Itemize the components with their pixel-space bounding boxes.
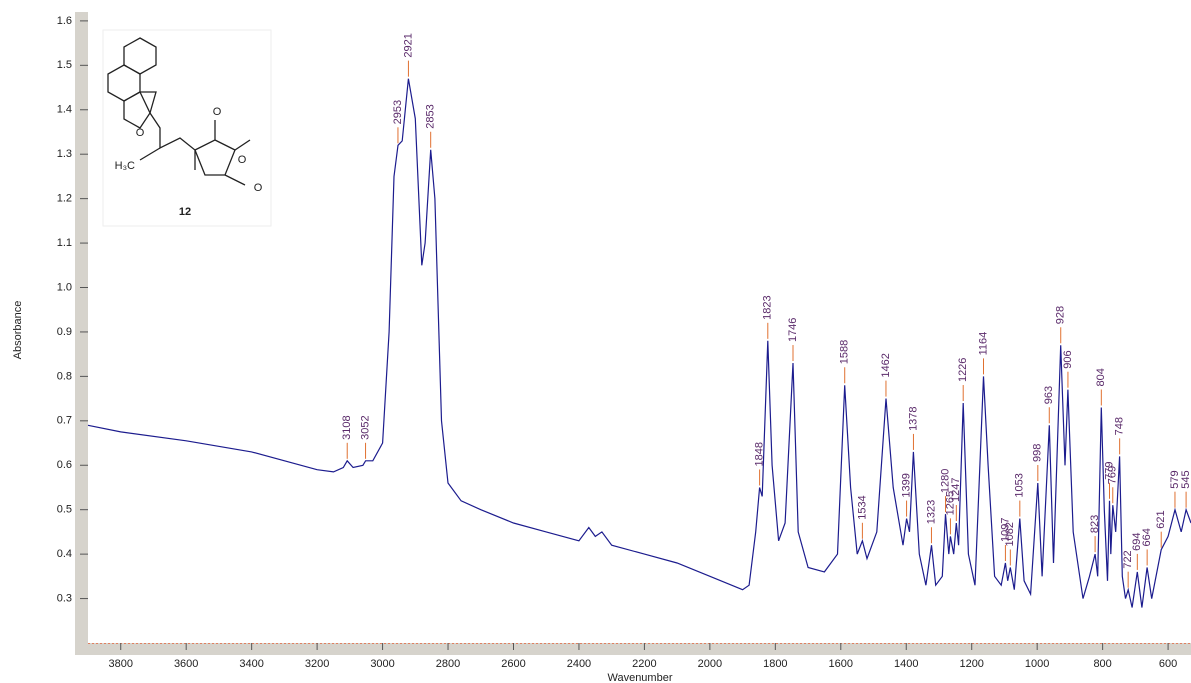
peak-label: 998 <box>1032 444 1044 462</box>
x-tick-label: 1600 <box>829 658 853 670</box>
peak-label: 963 <box>1043 386 1055 404</box>
x-tick-label: 2600 <box>501 658 525 670</box>
peak-label: 1746 <box>787 318 799 342</box>
peak-label: 1265 <box>944 491 956 515</box>
y-tick-label: 1.2 <box>57 193 72 205</box>
inset: O O O O H₃C 12 <box>102 29 272 227</box>
y-tick-label: 0.6 <box>57 459 72 471</box>
peak-label: 1534 <box>856 495 868 519</box>
x-tick-label: 2800 <box>436 658 460 670</box>
x-tick-label: 3800 <box>108 658 132 670</box>
x-tick-label: 1800 <box>763 658 787 670</box>
peak-label: 621 <box>1155 510 1167 528</box>
y-axis-label: Absorbance <box>12 301 24 360</box>
x-tick-label: 3000 <box>370 658 394 670</box>
methyl-label: H₃C <box>115 160 135 172</box>
peak-label: 2953 <box>392 100 404 124</box>
y-tick-label: 1.0 <box>57 281 72 293</box>
peak-label: 2921 <box>402 33 414 57</box>
peak-label: 1097 <box>999 518 1011 542</box>
molecule <box>107 37 251 186</box>
y-axis-frame <box>75 12 88 655</box>
peak-label: 3052 <box>359 415 371 439</box>
peak-label: 1280 <box>939 469 951 493</box>
x-axis-label: Wavenumber <box>607 672 672 683</box>
peak-label: 823 <box>1089 515 1101 533</box>
peak-label: 1082 <box>1004 522 1016 546</box>
x-tick-label: 1200 <box>959 658 983 670</box>
peak-label: 664 <box>1141 528 1153 546</box>
peak-label: 1323 <box>925 500 937 524</box>
peak-label: 3108 <box>341 415 353 439</box>
x-tick-label: 2400 <box>567 658 591 670</box>
peak-label: 2853 <box>425 104 437 128</box>
y-tick-label: 0.8 <box>57 370 72 382</box>
y-tick-label: 0.3 <box>57 592 72 604</box>
atom-label: O <box>136 127 145 139</box>
atom-label: O <box>254 182 263 194</box>
y-tick-label: 0.9 <box>57 326 72 338</box>
peak-label: 579 <box>1169 470 1181 488</box>
x-tick-label: 1400 <box>894 658 918 670</box>
peak-label: 769 <box>1107 466 1119 484</box>
x-axis-frame <box>75 643 1191 655</box>
y-tick-label: 0.7 <box>57 415 72 427</box>
y-tick-label: 1.4 <box>57 104 72 116</box>
x-tick-label: 800 <box>1093 658 1111 670</box>
peak-label: 906 <box>1062 350 1074 368</box>
x-tick-label: 600 <box>1159 658 1177 670</box>
y-tick-label: 1.6 <box>57 15 72 27</box>
peak-label: 748 <box>1114 417 1126 435</box>
y-tick-label: 0.5 <box>57 504 72 516</box>
peak-label: 1848 <box>754 442 766 466</box>
peak-label: 1399 <box>900 473 912 497</box>
x-tick-label: 1000 <box>1025 658 1049 670</box>
x-tick-label: 3600 <box>174 658 198 670</box>
atom-label: O <box>213 106 222 118</box>
peak-label: 1226 <box>957 358 969 382</box>
x-tick-label: 2200 <box>632 658 656 670</box>
peak-label: 545 <box>1180 470 1191 488</box>
peak-label: 779 <box>1103 461 1115 479</box>
y-tick-label: 1.1 <box>57 237 72 249</box>
peak-label: 1462 <box>880 353 892 377</box>
y-tick-label: 0.4 <box>57 548 72 560</box>
peak-label: 722 <box>1122 550 1134 568</box>
spectrum-line <box>87 78 1191 608</box>
peak-label: 1164 <box>977 332 989 356</box>
peak-label: 928 <box>1055 306 1067 324</box>
inset-box <box>102 29 272 227</box>
peak-label: 694 <box>1131 533 1143 551</box>
compound-label: 12 <box>179 206 191 218</box>
peak-label: 1588 <box>839 340 851 364</box>
x-tick-label: 2000 <box>698 658 722 670</box>
peak-label: 1823 <box>762 295 774 319</box>
y-tick-label: 1.3 <box>57 148 72 160</box>
x-tick-label: 3400 <box>239 658 263 670</box>
y-tick-label: 1.5 <box>57 59 72 71</box>
peak-label: 1247 <box>950 478 962 502</box>
peak-label: 1053 <box>1014 473 1026 497</box>
atom-label: O <box>238 154 247 166</box>
x-tick-label: 3200 <box>305 658 329 670</box>
peak-label: 804 <box>1095 368 1107 386</box>
peak-label: 1378 <box>907 406 919 430</box>
